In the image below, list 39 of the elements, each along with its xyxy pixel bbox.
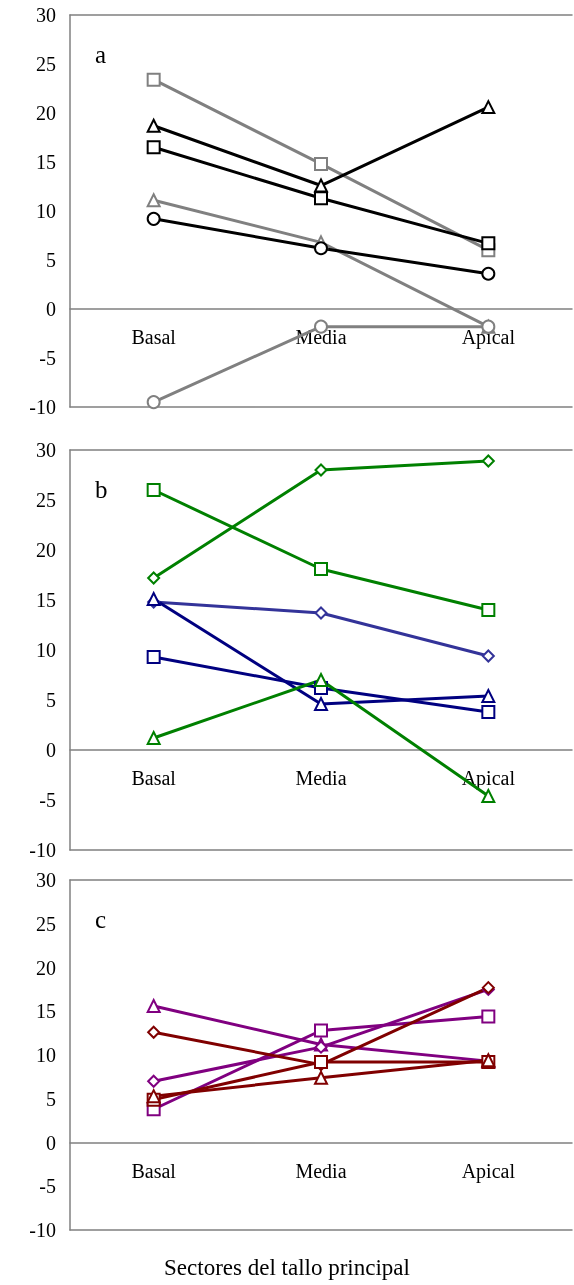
x-axis-title: Sectores del tallo principal: [163, 1255, 411, 1281]
y-tick-label: -10: [29, 396, 56, 418]
y-tick-label: 30: [36, 439, 56, 461]
y-tick-label: -5: [39, 347, 56, 369]
x-tick-label: Basal: [131, 1159, 177, 1182]
y-tick-label: 15: [36, 151, 56, 173]
y-tick-label: -10: [29, 839, 56, 861]
x-tick-label: Media: [295, 767, 347, 789]
y-tick-label: 5: [46, 689, 56, 711]
annotation: c: [95, 906, 107, 933]
x-tick-label: Apical: [461, 767, 516, 790]
y-tick-label: -10: [29, 1219, 56, 1241]
y-tick-label: 15: [36, 1000, 56, 1023]
x-tick-label: Media: [295, 1159, 347, 1182]
y-tick-label: 20: [36, 102, 56, 124]
annotation: a: [95, 41, 107, 68]
y-tick-label: 0: [46, 1131, 56, 1154]
y-tick-label: 25: [36, 53, 56, 75]
y-tick-label: -5: [39, 789, 56, 811]
x-tick-label: Basal: [131, 767, 177, 789]
y-tick-label: 10: [36, 639, 56, 661]
y-tick-label: 20: [36, 956, 56, 979]
y-tick-label: 5: [46, 1087, 56, 1110]
y-tick-label: 10: [36, 200, 56, 222]
annotation: b: [95, 476, 108, 503]
y-tick-label: 15: [36, 589, 56, 611]
y-tick-label: -5: [39, 1175, 56, 1198]
y-tick-label: 30: [36, 869, 56, 891]
y-tick-label: 20: [36, 539, 56, 561]
x-tick-label: Apical: [461, 326, 516, 349]
y-tick-label: 10: [36, 1044, 56, 1066]
y-tick-label: 5: [46, 249, 56, 271]
y-tick-label: 30: [36, 4, 56, 26]
x-tick-label: Basal: [131, 326, 177, 348]
x-tick-label: Apical: [461, 1159, 516, 1183]
y-tick-label: 25: [36, 489, 56, 511]
y-tick-label: 0: [46, 739, 56, 761]
y-tick-label: 25: [36, 912, 56, 935]
y-tick-label: 0: [46, 298, 56, 320]
